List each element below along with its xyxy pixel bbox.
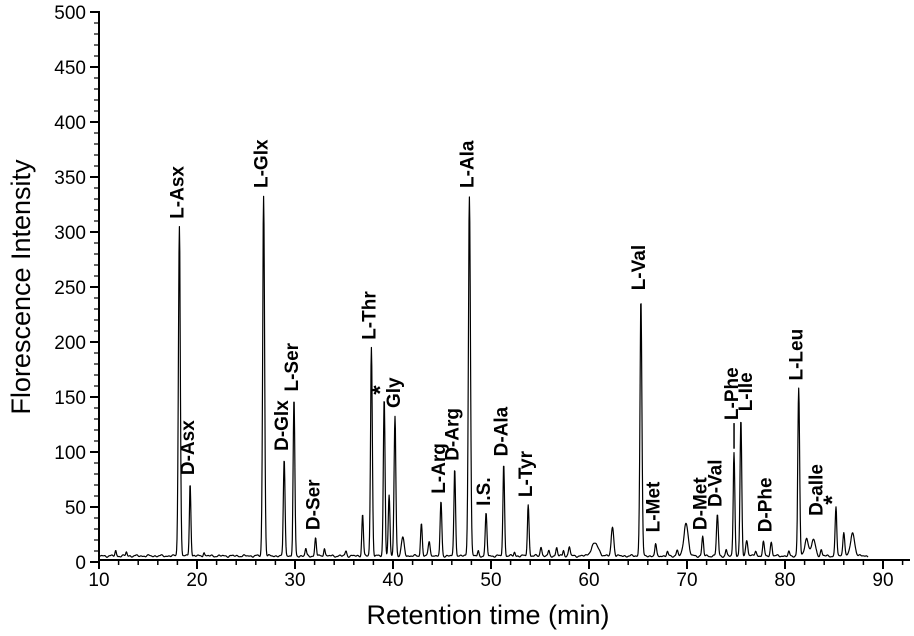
y-tick-label: 300 xyxy=(54,223,86,244)
x-tick-label: 20 xyxy=(186,570,207,591)
peak-label-d-glx: D-Glx xyxy=(272,400,293,451)
y-tick-label: 450 xyxy=(54,58,86,79)
x-tick-label: 60 xyxy=(578,570,599,591)
y-tick-label: 50 xyxy=(65,498,86,519)
peak-label-l-met: L-Met xyxy=(644,481,665,532)
y-tick-label: 200 xyxy=(54,333,86,354)
x-tick-label: 30 xyxy=(284,570,305,591)
peak-label-l-ala: L-Ala xyxy=(457,140,478,188)
peak-label-l-tyr: L-Tyr xyxy=(516,450,537,497)
peak-label-l-ile: L-Ile xyxy=(736,372,757,411)
x-axis-title: Retention time (min) xyxy=(366,600,609,630)
peak-label-i-s: I.S. xyxy=(474,477,495,506)
y-tick-label: 0 xyxy=(75,553,86,574)
peak-label-l-asx: L-Asx xyxy=(167,166,188,219)
y-axis-title: Florescence Intensity xyxy=(6,159,36,415)
chromatogram-trace-group xyxy=(98,195,869,558)
peak-label-d-alle: D-alle xyxy=(806,464,827,516)
peak-labels-group: L-AsxD-AsxL-GlxD-GlxL-SerD-SerL-Thr*GlyL… xyxy=(167,139,846,532)
x-tick-label: 70 xyxy=(676,570,697,591)
axes: 10 20 30 40 50 60 70 80 90 0 50 100 150 200 250 300 350 4… xyxy=(54,3,910,591)
peak-label-d-ser: D-Ser xyxy=(304,479,325,530)
x-tick-label: 40 xyxy=(382,570,403,591)
peak-label-d-ala: D-Ala xyxy=(492,406,513,456)
peak-label-d-arg: D-Arg xyxy=(443,408,464,461)
y-tick-label: 250 xyxy=(54,278,86,299)
peak-label-l-arg: L-Arg xyxy=(429,443,450,494)
y-tick-label: 400 xyxy=(54,113,86,134)
peak-label-gly: Gly xyxy=(384,377,405,408)
peak-label-d-val: D-Val xyxy=(705,459,726,507)
peak-label-d-phe: D-Phe xyxy=(755,477,776,532)
x-tick-label: 50 xyxy=(480,570,501,591)
y-tick-label: 100 xyxy=(54,443,86,464)
x-tick-label: 10 xyxy=(88,570,109,591)
peak-label-l-val: L-Val xyxy=(629,245,650,290)
peak-label-l-leu: L-Leu xyxy=(787,329,808,381)
peak-label-l-ser: L-Ser xyxy=(282,342,303,391)
peak-label-d-asx: D-Asx xyxy=(178,420,199,475)
peak-label-asterisk-2: * xyxy=(819,495,846,505)
peak-label-l-thr: L-Thr xyxy=(359,291,380,340)
x-tick-label: 80 xyxy=(774,570,795,591)
y-tick-label: 500 xyxy=(54,3,86,24)
x-tick-label: 90 xyxy=(872,570,893,591)
chromatogram-trace xyxy=(98,195,869,558)
peak-label-l-phe: L-Phe xyxy=(722,367,743,420)
peak-label-l-glx: L-Glx xyxy=(252,139,273,188)
y-tick-label: 150 xyxy=(54,388,86,409)
y-tick-label: 350 xyxy=(54,168,86,189)
peak-label-d-met: D-Met xyxy=(691,477,712,530)
peak-label-asterisk-1: * xyxy=(367,385,394,395)
